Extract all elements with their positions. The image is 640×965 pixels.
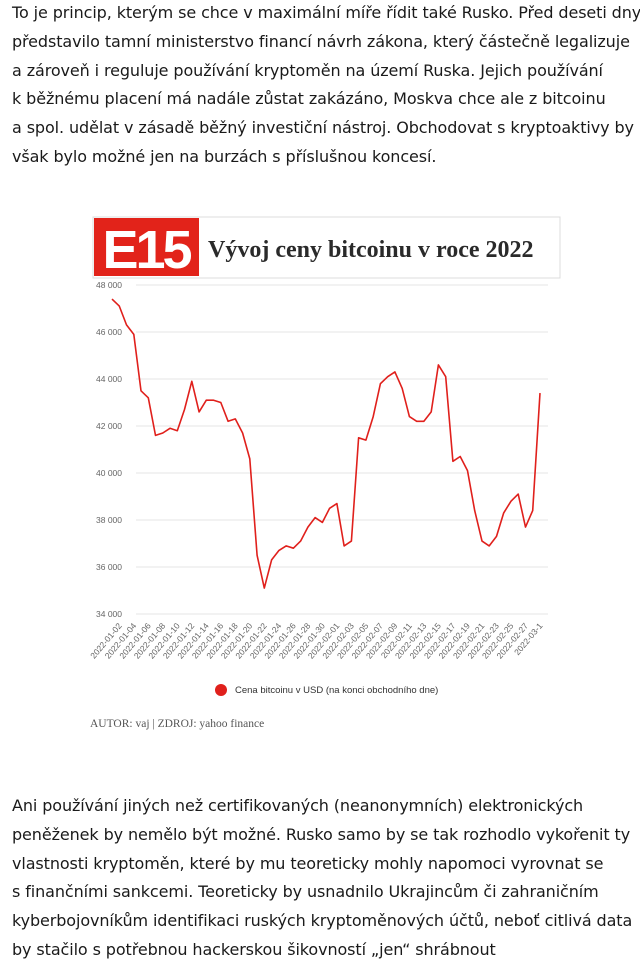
paragraph-line: však bylo možné jen na burzách s přísluš…	[12, 146, 437, 166]
data-point	[133, 333, 135, 335]
data-point	[125, 324, 127, 326]
data-point	[401, 387, 403, 389]
bitcoin-price-chart: E15 Vývoj ceny bitcoinu v roce 2022 34 0…	[88, 216, 561, 730]
y-tick-label: 38 000	[96, 515, 122, 525]
data-point	[299, 540, 301, 542]
data-point	[336, 502, 338, 504]
data-point	[292, 547, 294, 549]
chart-series	[111, 298, 541, 589]
data-point	[249, 458, 251, 460]
paragraph-line: a spol. udělat v zásadě běžný investiční…	[12, 118, 634, 138]
data-point	[154, 434, 156, 436]
data-point	[495, 535, 497, 537]
data-point	[430, 411, 432, 413]
data-point	[328, 507, 330, 509]
y-tick-label: 40 000	[96, 468, 122, 478]
data-point	[474, 509, 476, 511]
x-axis-ticks: 2022-01-022022-01-042022-01-062022-01-08…	[88, 621, 545, 661]
data-point	[343, 545, 345, 547]
data-point	[118, 305, 120, 307]
data-point	[510, 500, 512, 502]
data-point	[372, 415, 374, 417]
paragraph-line: by stačilo s potřebnou hackerskou šikovn…	[12, 939, 496, 959]
data-point	[227, 420, 229, 422]
data-point	[241, 432, 243, 434]
data-point	[198, 411, 200, 413]
y-tick-label: 34 000	[96, 609, 122, 619]
data-point	[321, 521, 323, 523]
data-point	[350, 540, 352, 542]
data-point	[444, 375, 446, 377]
chart-title: Vývoj ceny bitcoinu v roce 2022	[208, 237, 534, 263]
y-tick-label: 42 000	[96, 421, 122, 431]
data-point	[408, 415, 410, 417]
data-point	[176, 430, 178, 432]
paragraph-line: peněženek by nemělo být možné. Rusko sam…	[12, 824, 631, 844]
data-point	[147, 397, 149, 399]
data-point	[488, 545, 490, 547]
paragraph-line: vlastnosti kryptoměn, které by mu teoret…	[12, 853, 604, 873]
data-point	[357, 437, 359, 439]
paragraph-line: a zároveň i reguluje používání kryptoměn…	[12, 60, 603, 80]
data-point	[191, 380, 193, 382]
data-point	[212, 399, 214, 401]
data-point	[256, 554, 258, 556]
paragraph-line: představilo tamní ministerstvo financí n…	[12, 31, 630, 51]
data-point	[379, 383, 381, 385]
paragraph-line: Ani používání jiných než certifikovaných…	[12, 796, 584, 815]
data-point	[183, 408, 185, 410]
data-point	[278, 549, 280, 551]
y-axis-ticks: 34 000 36 000 38 000 40 000 42 000 44 000 46 0…	[96, 280, 122, 619]
data-point	[270, 559, 272, 561]
chart-grid	[136, 284, 548, 615]
data-point	[314, 516, 316, 518]
paragraph-line: k běžnému placení má nadále zůstat zakáz…	[12, 89, 606, 109]
series-line	[111, 298, 541, 589]
article-paragraph-2: Ani používání jiných než certifikovaných…	[12, 792, 636, 965]
y-tick-label: 46 000	[96, 327, 122, 337]
legend-label: Cena bitcoinu v USD (na konci obchodního…	[235, 685, 438, 696]
data-point	[140, 390, 142, 392]
y-tick-label: 44 000	[96, 374, 122, 384]
data-point	[394, 371, 396, 373]
chart-figure: E15 Vývoj ceny bitcoinu v roce 2022 34 0…	[88, 212, 567, 734]
legend-marker	[215, 684, 227, 696]
data-point	[481, 540, 483, 542]
e15-logo-background	[94, 218, 199, 276]
data-point	[503, 512, 505, 514]
data-point	[169, 427, 171, 429]
article-paragraph-1: To je princip, kterým se chce v maximáln…	[12, 0, 640, 172]
y-tick-label: 48 000	[96, 280, 122, 290]
data-point	[162, 432, 164, 434]
data-point	[423, 420, 425, 422]
data-point	[285, 545, 287, 547]
data-point	[452, 460, 454, 462]
data-point	[234, 418, 236, 420]
data-point	[111, 298, 113, 300]
data-point	[307, 526, 309, 528]
data-point	[524, 526, 526, 528]
y-tick-label: 36 000	[96, 562, 122, 572]
data-point	[386, 375, 388, 377]
paragraph-line: s finančními sankcemi. Teoreticky by usn…	[12, 882, 599, 902]
data-point	[466, 469, 468, 471]
data-point	[437, 364, 439, 366]
paragraph-line: kyberbojovníkům identifikaci ruských kry…	[12, 911, 633, 931]
data-point	[539, 392, 541, 394]
e15-logo: E15	[102, 220, 191, 280]
data-point	[365, 439, 367, 441]
data-point	[532, 509, 534, 511]
data-point	[220, 401, 222, 403]
paragraph-line: To je princip, kterým se chce v maximáln…	[12, 3, 640, 22]
data-point	[459, 455, 461, 457]
chart-credit: AUTOR: vaj | ZDROJ: yahoo finance	[90, 718, 264, 730]
data-point	[263, 587, 265, 589]
data-point	[415, 420, 417, 422]
data-point	[517, 493, 519, 495]
data-point	[205, 399, 207, 401]
